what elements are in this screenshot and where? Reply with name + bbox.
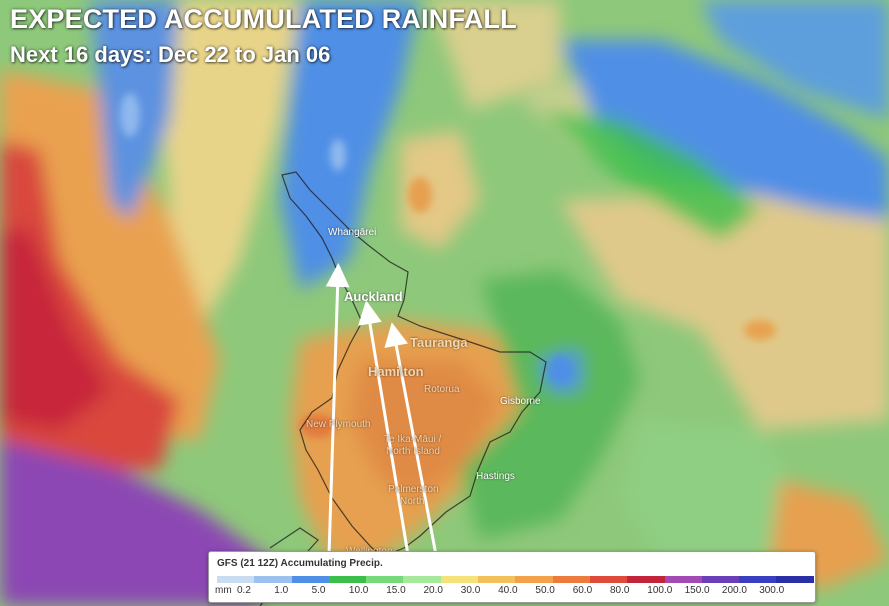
legend-tick-label: 15.0 [386, 585, 406, 596]
legend-title: GFS (21 12Z) Accumulating Precip. [217, 558, 383, 569]
legend-tick-label: 80.0 [610, 585, 630, 596]
legend-swatch [478, 576, 516, 583]
legend-swatch [627, 576, 665, 583]
legend-swatch [403, 576, 441, 583]
legend-swatch [254, 576, 292, 583]
legend-labels: mm 0.2 1.0 5.0 10.0 15.0 20.0 30.0 40.0 50.0 60.0 8… [211, 585, 811, 599]
place-label-te-ika-maui-2: North Island [386, 446, 440, 457]
legend-tick-label: 40.0 [498, 585, 518, 596]
legend-tick-label: 60.0 [572, 585, 593, 596]
legend-tick-label: 150.0 [684, 585, 710, 596]
legend-swatch [701, 576, 740, 583]
map-title: EXPECTED ACCUMULATED RAINFALL [10, 4, 517, 34]
map-subtitle: Next 16 days: Dec 22 to Jan 06 [10, 42, 331, 67]
place-label-palmerston-north-2: North [400, 496, 425, 507]
place-label-te-ika-maui-1: Te Ika-Māui / [384, 434, 442, 445]
legend-tick-label: 30.0 [460, 585, 481, 596]
legend-tick-label: 300.0 [759, 585, 785, 596]
legend-swatch [515, 576, 553, 583]
place-label-gisborne: Gisborne [500, 396, 541, 407]
place-label-whangarei: Whangārei [328, 227, 377, 238]
legend-tick-label: 20.0 [423, 585, 443, 596]
legend-tick-label: 5.0 [311, 585, 326, 596]
legend-swatch [664, 576, 702, 583]
legend-swatch [328, 576, 367, 583]
legend-swatch [589, 576, 628, 583]
precipitation-legend: GFS (21 12Z) Accumulating Precip. mm 0.2 1… [208, 551, 816, 603]
legend-swatch [217, 576, 255, 583]
legend-tick-label: 0.2 [237, 585, 251, 596]
legend-unit: mm [215, 585, 232, 596]
legend-tick-label: 10.0 [348, 585, 369, 596]
legend-tick-label: 50.0 [535, 585, 555, 596]
legend-swatch [776, 576, 814, 583]
place-label-rotorua: Rotorua [424, 384, 460, 395]
legend-tick-label: 200.0 [721, 585, 747, 596]
legend-tick-label: 1.0 [274, 585, 289, 596]
legend-tick-label: 100.0 [647, 585, 673, 596]
white-arrow-icon [325, 263, 438, 556]
legend-swatch [552, 576, 590, 583]
place-label-hastings: Hastings [476, 471, 515, 482]
legend-swatch [739, 576, 777, 583]
legend-swatch [440, 576, 479, 583]
place-label-auckland: Auckland [344, 289, 403, 304]
legend-swatch [291, 576, 329, 583]
legend-color-bar [217, 576, 814, 583]
place-label-tauranga: Tauranga [410, 335, 468, 350]
legend-swatch [366, 576, 404, 583]
place-label-new-plymouth: New Plymouth [306, 419, 371, 430]
place-label-palmerston-north-1: Palmerston [388, 484, 439, 495]
place-label-hamilton: Hamilton [368, 364, 424, 379]
